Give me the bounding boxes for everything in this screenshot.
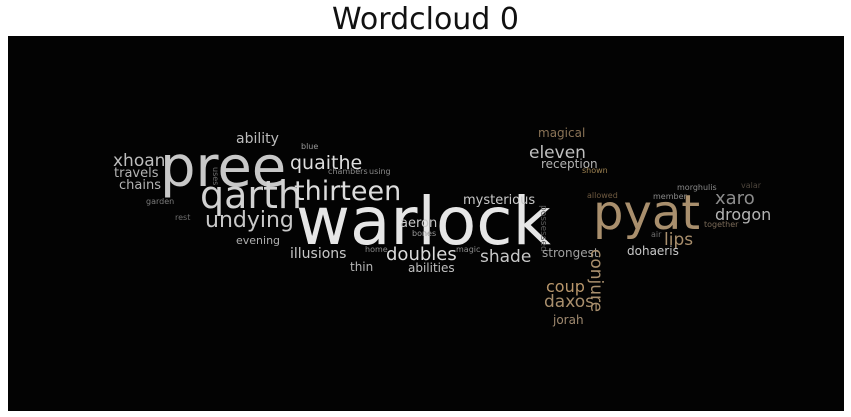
word-garden: garden <box>146 197 175 206</box>
word-thirteen: thirteen <box>294 176 402 207</box>
word-xaro: xaro <box>715 188 755 209</box>
word-magical: magical <box>538 126 586 140</box>
word-warlock: warlock <box>296 183 551 260</box>
word-jorah: jorah <box>553 313 584 327</box>
word-eleven: eleven <box>529 143 586 163</box>
word-evening: evening <box>236 234 281 247</box>
word-shade: shade <box>480 247 532 267</box>
chart-title: Wordcloud 0 <box>332 2 519 37</box>
word-possessed: possessed <box>538 205 548 252</box>
word-morghulis: morghulis <box>677 183 717 192</box>
word-member: member <box>653 192 687 201</box>
word-illusions: illusions <box>290 246 347 262</box>
word-mysterious: mysterious <box>463 193 536 208</box>
word-chambers: chambers <box>328 167 368 176</box>
word-abilities: abilities <box>408 261 455 275</box>
word-xhoan: xhoan <box>113 151 166 171</box>
word-home: home <box>365 245 388 254</box>
word-air: air <box>651 230 662 239</box>
wordcloud-canvas: warlock pree pyat qarth thirteen undying quait… <box>8 36 844 411</box>
word-pree: pree <box>160 135 287 200</box>
word-travels: travels <box>114 166 159 181</box>
word-using: using <box>369 167 391 176</box>
word-uses: uses <box>211 167 220 186</box>
word-ability: ability <box>236 131 279 147</box>
word-qarth: qarth <box>200 173 303 217</box>
word-pyat: pyat <box>593 185 701 241</box>
word-thin: thin <box>350 260 374 274</box>
word-shown: shown <box>582 166 608 175</box>
word-doubles: doubles <box>386 244 457 265</box>
word-dohaeris: dohaeris <box>627 244 679 258</box>
word-strongest: strongest <box>542 246 599 260</box>
word-chains: chains <box>119 178 161 193</box>
word-drogon: drogon <box>715 205 772 224</box>
word-bones: bones <box>412 229 437 238</box>
word-together: together <box>704 220 739 229</box>
word-allowed: allowed <box>587 191 618 200</box>
word-quaithe: quaithe <box>290 152 363 174</box>
word-rest: rest <box>175 213 191 222</box>
word-aeron: aeron <box>400 216 438 231</box>
word-undying: undying <box>205 208 294 233</box>
word-blue: blue <box>301 142 319 151</box>
word-daxos: daxos <box>544 292 595 312</box>
word-magic: magic <box>456 245 481 254</box>
word-coup: coup <box>546 277 585 296</box>
word-valar: valar <box>741 181 762 190</box>
word-reception: reception <box>541 157 598 171</box>
word-lips: lips <box>664 230 694 250</box>
